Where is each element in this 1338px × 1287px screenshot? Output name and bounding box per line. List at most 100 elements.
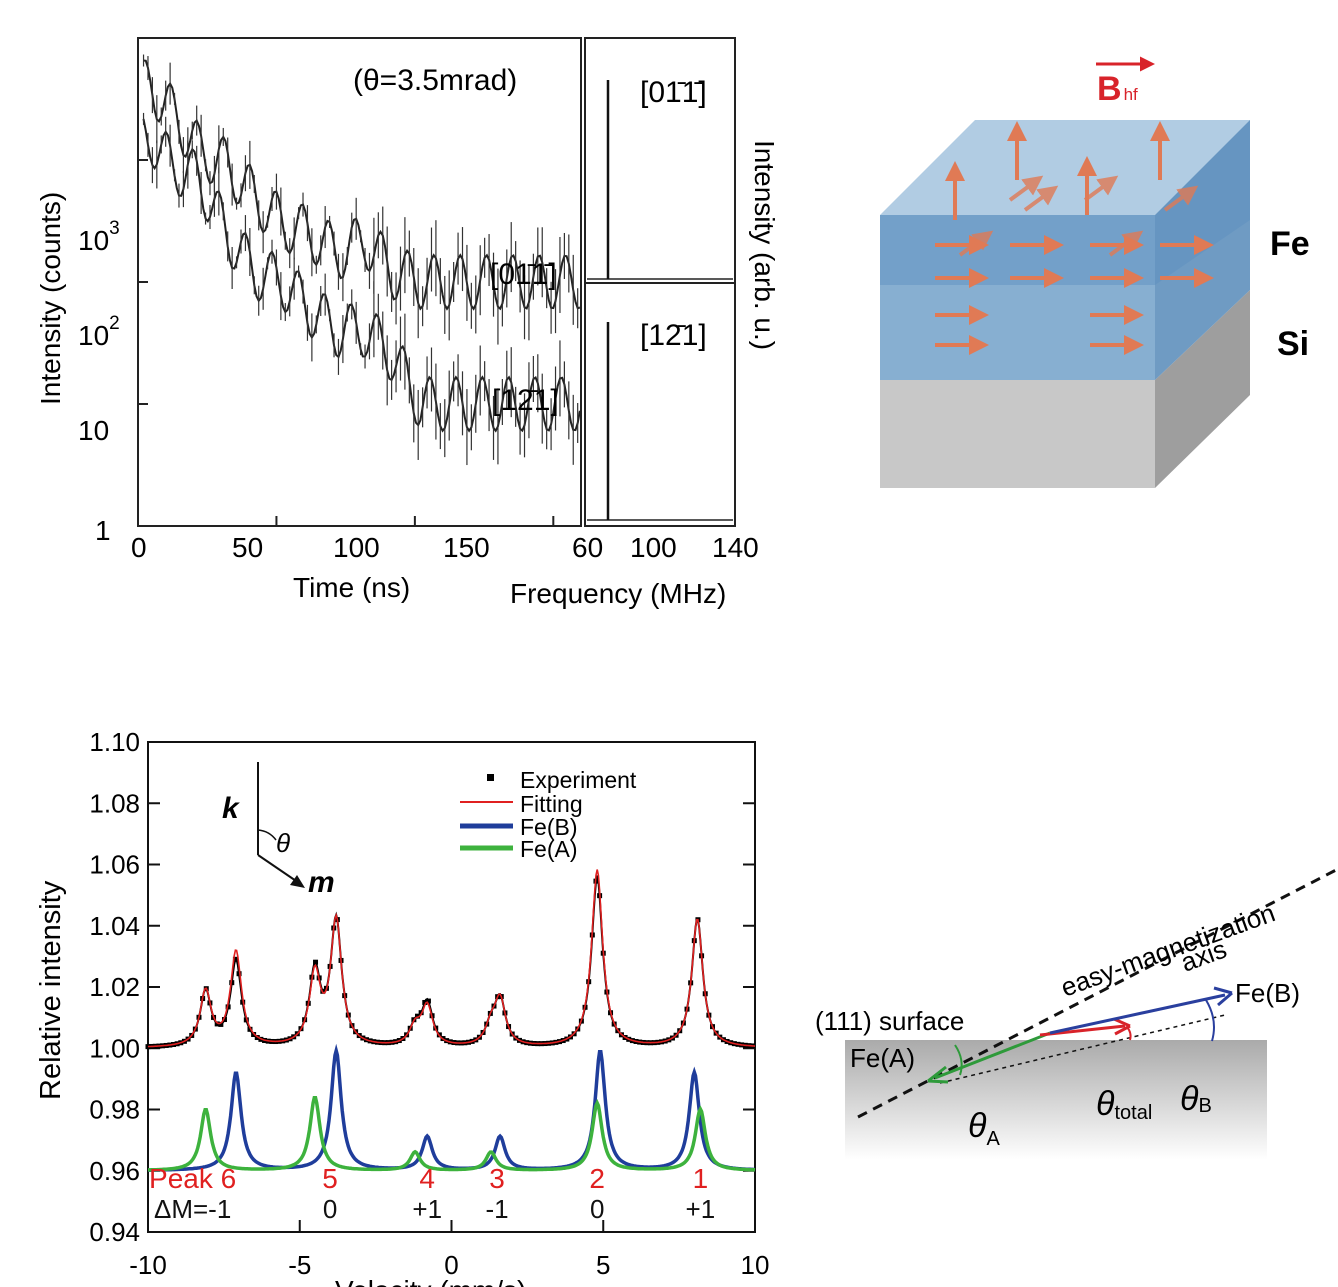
x-tick-100-mhz: 100	[630, 532, 677, 563]
y-tick-label: 0.98	[89, 1095, 140, 1125]
mossbauer-frame	[147, 741, 756, 1233]
peak-label: 1	[693, 1163, 709, 1194]
spin-arrow-tilted	[1083, 175, 1119, 202]
experiment-point	[218, 1021, 224, 1027]
x-axis-label-frequency: Frequency (MHz)	[510, 578, 726, 609]
x-tick-label: -10	[129, 1250, 167, 1280]
si-substrate-side	[1155, 290, 1250, 488]
delta-m-label: +1	[412, 1194, 442, 1224]
time-spectra-curves	[142, 54, 581, 466]
experiment-point	[232, 956, 238, 962]
theta-annotation: (θ=3.5mrad)	[353, 64, 517, 97]
experiment-point	[145, 1044, 151, 1050]
fe-a-label: Fe(A)	[850, 1043, 915, 1073]
x-axis-label-velocity: Velocity (mm/s)	[335, 1275, 526, 1287]
legend-fitting: Fitting	[520, 791, 583, 817]
theta-total-arc	[1126, 1026, 1132, 1041]
theta-total-label: θtotal	[1096, 1085, 1152, 1124]
y-tick-label: 1.06	[89, 850, 140, 880]
k-label: k	[222, 792, 240, 825]
time-plot-ticks	[137, 159, 555, 527]
y-tick-label: 1.10	[89, 727, 140, 757]
experiment-point	[422, 999, 428, 1005]
fe-b-arrowhead	[1213, 986, 1233, 1007]
y-tick-1: 1	[95, 515, 111, 546]
y-tick-label: 0.96	[89, 1156, 140, 1186]
spin-arrow-tilted	[1108, 230, 1144, 257]
surface-label: (111) surface	[815, 1006, 964, 1036]
experiment-point	[247, 1026, 253, 1032]
experiment-point	[425, 998, 431, 1004]
delta-m-label: -1	[485, 1194, 508, 1224]
x-tick-50: 50	[232, 532, 263, 563]
theta-a-arc	[954, 1044, 963, 1076]
x-tick-150: 150	[443, 532, 490, 563]
y-axis-label-relative: Relative intensity	[35, 880, 67, 1100]
legend: Experiment Fitting Fe(B) Fe(A)	[460, 767, 637, 862]
curve-label-011: [01̄1̄]	[490, 258, 557, 291]
experiment-point	[415, 1013, 421, 1019]
y-tick-label: 1.08	[89, 788, 140, 818]
peak-label: 5	[322, 1163, 338, 1194]
y-axis-label-arb: Intensity (arb. u.)	[749, 140, 780, 350]
theta-arc	[257, 829, 277, 841]
experiment-point	[214, 1021, 220, 1027]
peak-label: Peak 6	[149, 1163, 236, 1194]
x-tick-label: 10	[741, 1250, 770, 1280]
theta-a-label: θA	[968, 1107, 1000, 1150]
y-tick-label: 1.04	[89, 911, 140, 941]
delta-m-label: +1	[686, 1194, 716, 1224]
fe-b-label: Fe(B)	[1235, 978, 1300, 1008]
mossbauer-curves	[145, 869, 756, 1172]
y-tick-label: 1.02	[89, 972, 140, 1002]
freq-label-121: [12̄1]	[640, 319, 707, 352]
experiment-point	[236, 971, 242, 977]
y-tick-100: 102	[78, 313, 120, 351]
si-layer-label: Si	[1277, 325, 1309, 363]
experiment-point	[313, 959, 319, 965]
surface-block	[845, 1040, 1267, 1160]
x-tick-140: 140	[712, 532, 759, 563]
mossbauer-peak-labels: Peak 6 5 4 3 2 1 ΔM=-1 0 +1 -1 0 +1	[149, 1163, 715, 1224]
thin-dashed-line	[939, 1014, 1226, 1084]
si-substrate-front	[880, 380, 1155, 488]
y-tick-10: 10	[78, 415, 109, 446]
delta-m-label: 0	[323, 1194, 337, 1224]
spin-arrow-tilted	[958, 230, 994, 257]
x-axis-label-time: Time (ns)	[293, 572, 410, 603]
legend-fea: Fe(A)	[520, 836, 578, 862]
legend-experiment-marker	[487, 774, 494, 781]
theta-b-label: θB	[1180, 1080, 1212, 1118]
y-tick-label: 0.94	[89, 1217, 140, 1247]
spin-arrows	[935, 121, 1214, 355]
curve-label-121: [12̄1]	[492, 384, 559, 417]
y-tick-label: 1.00	[89, 1033, 140, 1063]
freq-plot-frame-bottom	[584, 282, 736, 527]
theta-b-arc	[1205, 999, 1215, 1042]
theta-label: θ	[276, 828, 290, 858]
delta-m-label: ΔM=-1	[154, 1194, 231, 1224]
series-feb	[148, 1043, 755, 1172]
mossbauer-ticks: 0.940.960.981.001.021.041.061.081.10-10-…	[89, 727, 769, 1280]
fe-a-arrowhead	[927, 1065, 949, 1084]
frequency-spectra-lines	[587, 80, 733, 521]
series-fea	[148, 1095, 756, 1172]
x-tick-0: 0	[131, 532, 147, 563]
x-tick-60: 60	[572, 532, 603, 563]
y-axis-label-counts: Intensity (counts)	[35, 192, 66, 405]
mossbauer-chart: 0.940.960.981.001.021.041.061.081.10-10-…	[35, 727, 769, 1287]
series-fitting	[147, 869, 756, 1048]
y-tick-1000: 103	[78, 218, 120, 256]
fe-a-arrow	[934, 1031, 1051, 1080]
x-tick-100: 100	[333, 532, 380, 563]
spin-arrow-tilted	[1023, 185, 1059, 212]
fe-b-arrow	[1049, 993, 1226, 1035]
spin-arrow-tilted	[1008, 175, 1044, 202]
legend-feb: Fe(B)	[520, 814, 578, 840]
x-tick-label: 0	[444, 1250, 458, 1280]
spin-arrow-tilted	[1163, 185, 1199, 212]
m-arrowhead	[290, 875, 305, 888]
time-frequency-chart: (θ=3.5mrad) [01̄1̄] [12̄1] [01̄1̄] [12̄1…	[35, 37, 780, 609]
